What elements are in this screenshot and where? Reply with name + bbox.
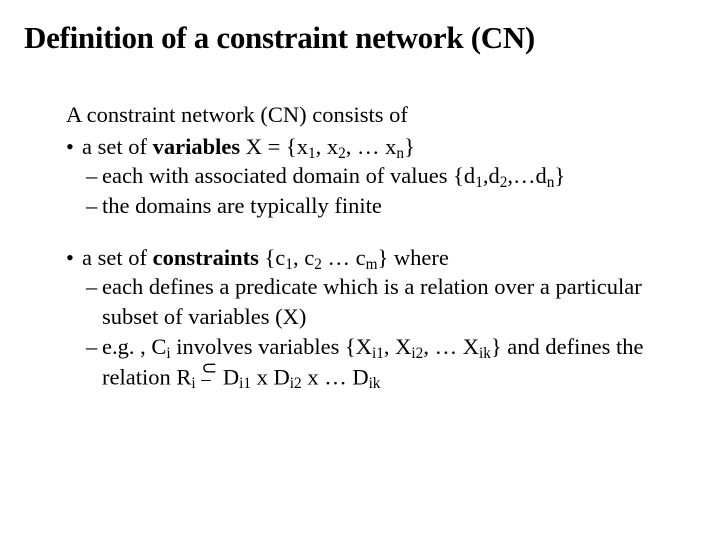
text: {c [259, 245, 285, 270]
subscript: m [366, 256, 378, 273]
text: X = {x [240, 134, 308, 159]
subscript: n [396, 145, 404, 162]
slide-title: Definition of a constraint network (CN) [24, 20, 696, 56]
subscript: i [166, 345, 170, 362]
spacer [66, 221, 678, 243]
subscript: ik [369, 375, 381, 392]
subscript: 2 [314, 256, 322, 273]
subscript: i1 [372, 345, 384, 362]
subscript: 2 [338, 145, 346, 162]
text: , … X [423, 334, 479, 359]
text: a set of [82, 245, 153, 270]
subscript: ik [479, 345, 491, 362]
text: , X [384, 334, 412, 359]
text: … c [322, 245, 366, 270]
subscript: i2 [290, 375, 302, 392]
text: } [404, 134, 415, 159]
subscript: 1 [475, 174, 483, 191]
bold-variables: variables [153, 134, 241, 159]
subset-icon: ⊂– [201, 363, 217, 386]
slide-body: A constraint network (CN) consists of a … [24, 100, 696, 392]
sub-predicate: each defines a predicate which is a rela… [66, 272, 678, 331]
text: , … x [346, 134, 397, 159]
text: x … D [302, 364, 369, 389]
sub-domains: each with associated domain of values {d… [66, 161, 678, 191]
subscript: 1 [285, 256, 293, 273]
text: ,…d [507, 163, 546, 188]
intro-line: A constraint network (CN) consists of [66, 100, 678, 130]
text: D [217, 364, 239, 389]
text: } [554, 163, 565, 188]
subscript: n [547, 174, 555, 191]
subscript: i1 [239, 375, 251, 392]
subscript: 1 [308, 145, 316, 162]
bold-constraints: constraints [153, 245, 259, 270]
text: , c [293, 245, 314, 270]
bullet-constraints: a set of constraints {c1, c2 … cm} where [66, 243, 678, 273]
text: } where [378, 245, 449, 270]
subscript: i2 [411, 345, 423, 362]
text: , x [316, 134, 339, 159]
text: x D [251, 364, 290, 389]
text: ,d [483, 163, 500, 188]
text: involves variables {X [171, 334, 372, 359]
sub-finite: the domains are typically finite [66, 191, 678, 221]
text: a set of [82, 134, 153, 159]
subscript: 2 [500, 174, 508, 191]
text: e.g. , C [102, 334, 166, 359]
sub-example: e.g. , Ci involves variables {Xi1, Xi2, … [66, 332, 678, 392]
subscript: i [191, 375, 195, 392]
bullet-variables: a set of variables X = {x1, x2, … xn} [66, 132, 678, 162]
text: each with associated domain of values {d [102, 163, 475, 188]
